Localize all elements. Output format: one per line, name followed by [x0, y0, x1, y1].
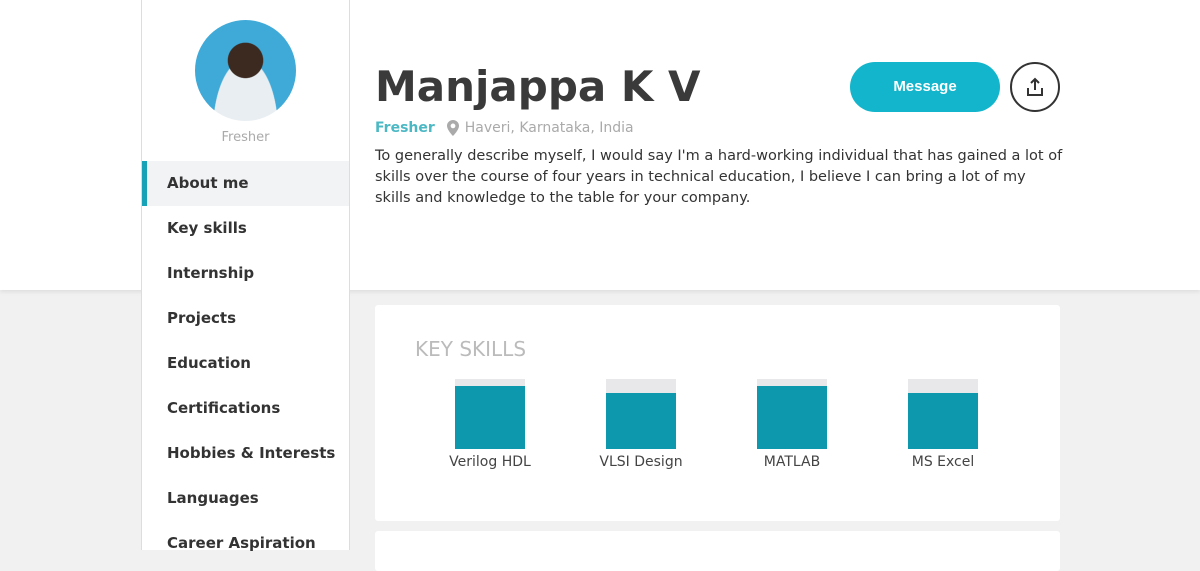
skill-bar-fill: [606, 393, 676, 449]
skill-item: MS Excel: [893, 379, 993, 470]
next-section-card: [375, 531, 1060, 571]
location: Haveri, Karnataka, India: [446, 120, 634, 136]
skill-item: MATLAB: [742, 379, 842, 470]
skill-item: VLSI Design: [591, 379, 691, 470]
sidebar-item-internship[interactable]: Internship: [167, 264, 255, 282]
sidebar-nav: About me Key skills Internship Projects Educ…: [142, 161, 349, 566]
sidebar: Fresher About me Key skills Internship Proj…: [141, 0, 350, 552]
skill-bar: [606, 379, 676, 449]
profile-name: Manjappa K V: [375, 62, 701, 111]
location-pin-icon: [446, 120, 459, 136]
sidebar-item-education[interactable]: Education: [167, 354, 251, 372]
sidebar-item-hobbies-interests[interactable]: Hobbies & Interests: [167, 444, 336, 462]
share-icon: [1027, 77, 1043, 96]
skill-bar-fill: [908, 393, 978, 449]
sidebar-item-projects[interactable]: Projects: [167, 309, 237, 327]
skill-bar-fill: [757, 386, 827, 449]
skill-label: Verilog HDL: [449, 454, 531, 470]
skill-item: Verilog HDL: [440, 379, 540, 470]
avatar: [195, 20, 296, 121]
share-button[interactable]: [1010, 62, 1060, 112]
key-skills-title: KEY SKILLS: [415, 337, 527, 361]
sidebar-item-about-me[interactable]: About me: [142, 161, 349, 206]
key-skills-card: KEY SKILLS Verilog HDL VLSI Design MATLAB M…: [375, 305, 1060, 521]
skill-bar: [757, 379, 827, 449]
profile-bio: To generally describe myself, I would sa…: [375, 148, 1063, 206]
skill-bar: [908, 379, 978, 449]
profile-meta: Fresher Haveri, Karnataka, India: [375, 120, 634, 136]
skill-bar-fill: [455, 386, 525, 449]
sidebar-item-languages[interactable]: Languages: [167, 489, 259, 507]
sidebar-item-career-aspiration[interactable]: Career Aspiration: [167, 534, 316, 552]
sidebar-item-certifications[interactable]: Certifications: [167, 399, 281, 417]
skill-label: MS Excel: [911, 454, 975, 470]
location-text: Haveri, Karnataka, India: [464, 120, 634, 136]
message-button[interactable]: Message: [850, 62, 1000, 112]
skill-label: VLSI Design: [599, 454, 683, 470]
sidebar-item-key-skills[interactable]: Key skills: [167, 219, 247, 237]
profile-status: Fresher: [375, 120, 435, 136]
skill-bar: [455, 379, 525, 449]
skill-label: MATLAB: [763, 454, 821, 470]
sidebar-subtitle: Fresher: [221, 130, 270, 145]
